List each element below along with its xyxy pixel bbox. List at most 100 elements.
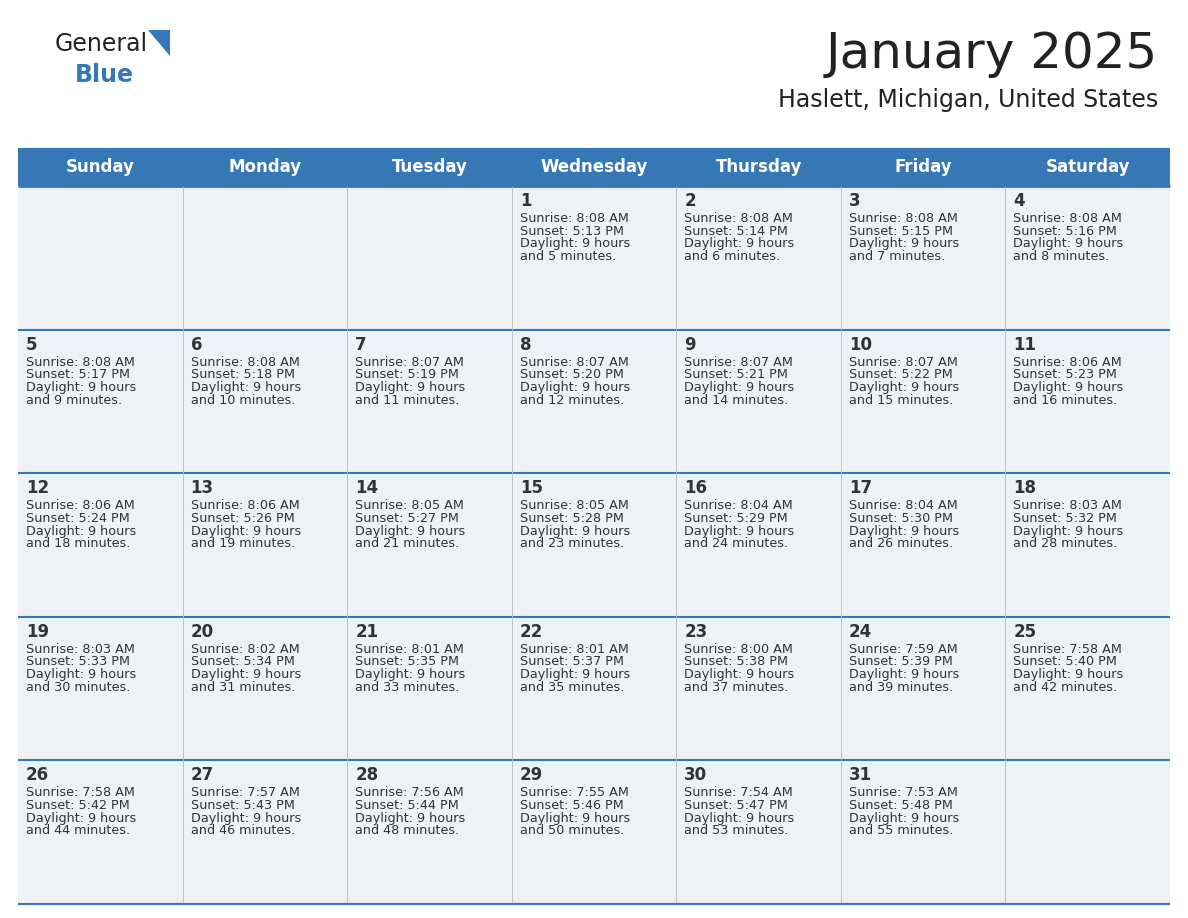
Text: Sunset: 5:46 PM: Sunset: 5:46 PM [519, 799, 624, 812]
Text: Sunset: 5:19 PM: Sunset: 5:19 PM [355, 368, 459, 381]
Text: 2: 2 [684, 192, 696, 210]
Text: Sunrise: 8:07 AM: Sunrise: 8:07 AM [519, 355, 628, 369]
Bar [676, 760, 841, 904]
Text: and 48 minutes.: and 48 minutes. [355, 824, 460, 837]
Bar [347, 760, 512, 904]
Text: 21: 21 [355, 622, 378, 641]
Text: 19: 19 [26, 622, 49, 641]
Text: Daylight: 9 hours: Daylight: 9 hours [849, 812, 959, 824]
Text: Daylight: 9 hours: Daylight: 9 hours [849, 668, 959, 681]
Text: Daylight: 9 hours: Daylight: 9 hours [190, 668, 301, 681]
Text: Sunset: 5:38 PM: Sunset: 5:38 PM [684, 655, 789, 668]
Polygon shape [148, 30, 170, 56]
Text: Sunset: 5:29 PM: Sunset: 5:29 PM [684, 512, 788, 525]
Text: Daylight: 9 hours: Daylight: 9 hours [190, 381, 301, 394]
Text: Sunrise: 8:05 AM: Sunrise: 8:05 AM [519, 499, 628, 512]
Text: Sunrise: 8:04 AM: Sunrise: 8:04 AM [684, 499, 794, 512]
Text: 22: 22 [519, 622, 543, 641]
Text: and 18 minutes.: and 18 minutes. [26, 537, 131, 550]
Bar [841, 186, 1005, 330]
Text: Daylight: 9 hours: Daylight: 9 hours [26, 381, 137, 394]
Bar [512, 760, 676, 904]
Text: Sunset: 5:17 PM: Sunset: 5:17 PM [26, 368, 129, 381]
Text: 28: 28 [355, 767, 378, 784]
Text: Sunrise: 8:08 AM: Sunrise: 8:08 AM [849, 212, 958, 225]
Text: and 26 minutes.: and 26 minutes. [849, 537, 953, 550]
Bar [676, 148, 841, 186]
Bar [347, 148, 512, 186]
Text: Daylight: 9 hours: Daylight: 9 hours [1013, 381, 1124, 394]
Text: Sunrise: 8:07 AM: Sunrise: 8:07 AM [849, 355, 958, 369]
Text: 26: 26 [26, 767, 49, 784]
Text: Sunset: 5:27 PM: Sunset: 5:27 PM [355, 512, 459, 525]
Bar [512, 186, 676, 330]
Text: Daylight: 9 hours: Daylight: 9 hours [26, 524, 137, 538]
Text: Sunrise: 7:55 AM: Sunrise: 7:55 AM [519, 787, 628, 800]
Text: Sunset: 5:21 PM: Sunset: 5:21 PM [684, 368, 788, 381]
Text: Sunday: Sunday [65, 158, 134, 176]
Text: 7: 7 [355, 336, 367, 353]
Text: and 5 minutes.: and 5 minutes. [519, 250, 615, 263]
Bar [676, 186, 841, 330]
Text: Daylight: 9 hours: Daylight: 9 hours [519, 238, 630, 251]
Text: Sunset: 5:39 PM: Sunset: 5:39 PM [849, 655, 953, 668]
Text: Sunset: 5:23 PM: Sunset: 5:23 PM [1013, 368, 1117, 381]
Text: and 9 minutes.: and 9 minutes. [26, 394, 122, 407]
Bar [347, 330, 512, 473]
Text: 5: 5 [26, 336, 38, 353]
Bar [18, 760, 183, 904]
Text: Daylight: 9 hours: Daylight: 9 hours [519, 524, 630, 538]
Bar [841, 760, 1005, 904]
Text: and 14 minutes.: and 14 minutes. [684, 394, 789, 407]
Text: Daylight: 9 hours: Daylight: 9 hours [684, 668, 795, 681]
Text: Daylight: 9 hours: Daylight: 9 hours [684, 381, 795, 394]
Text: Sunset: 5:40 PM: Sunset: 5:40 PM [1013, 655, 1117, 668]
Text: Sunrise: 8:06 AM: Sunrise: 8:06 AM [190, 499, 299, 512]
Text: Sunset: 5:43 PM: Sunset: 5:43 PM [190, 799, 295, 812]
Text: Saturday: Saturday [1045, 158, 1130, 176]
Text: Daylight: 9 hours: Daylight: 9 hours [684, 238, 795, 251]
Text: and 12 minutes.: and 12 minutes. [519, 394, 624, 407]
Text: and 7 minutes.: and 7 minutes. [849, 250, 946, 263]
Text: and 53 minutes.: and 53 minutes. [684, 824, 789, 837]
Text: Sunrise: 8:00 AM: Sunrise: 8:00 AM [684, 643, 794, 655]
Text: Sunset: 5:47 PM: Sunset: 5:47 PM [684, 799, 788, 812]
Text: and 46 minutes.: and 46 minutes. [190, 824, 295, 837]
Text: and 19 minutes.: and 19 minutes. [190, 537, 295, 550]
Text: Sunrise: 8:06 AM: Sunrise: 8:06 AM [26, 499, 134, 512]
Text: Sunrise: 7:56 AM: Sunrise: 7:56 AM [355, 787, 463, 800]
Text: Daylight: 9 hours: Daylight: 9 hours [1013, 238, 1124, 251]
Text: 1: 1 [519, 192, 531, 210]
Text: and 39 minutes.: and 39 minutes. [849, 681, 953, 694]
Text: 20: 20 [190, 622, 214, 641]
Text: Sunset: 5:32 PM: Sunset: 5:32 PM [1013, 512, 1117, 525]
Text: Sunrise: 7:53 AM: Sunrise: 7:53 AM [849, 787, 958, 800]
Text: Sunrise: 7:57 AM: Sunrise: 7:57 AM [190, 787, 299, 800]
Text: 17: 17 [849, 479, 872, 498]
Text: and 50 minutes.: and 50 minutes. [519, 824, 624, 837]
Text: Sunset: 5:42 PM: Sunset: 5:42 PM [26, 799, 129, 812]
Text: Sunrise: 8:04 AM: Sunrise: 8:04 AM [849, 499, 958, 512]
Text: Sunrise: 7:58 AM: Sunrise: 7:58 AM [26, 787, 135, 800]
Text: and 11 minutes.: and 11 minutes. [355, 394, 460, 407]
Text: Tuesday: Tuesday [392, 158, 467, 176]
Bar [1005, 617, 1170, 760]
Text: and 44 minutes.: and 44 minutes. [26, 824, 131, 837]
Text: Sunset: 5:48 PM: Sunset: 5:48 PM [849, 799, 953, 812]
Text: Sunrise: 8:08 AM: Sunrise: 8:08 AM [26, 355, 135, 369]
Text: Sunrise: 8:08 AM: Sunrise: 8:08 AM [684, 212, 794, 225]
Text: and 55 minutes.: and 55 minutes. [849, 824, 953, 837]
Text: Daylight: 9 hours: Daylight: 9 hours [1013, 524, 1124, 538]
Bar [841, 617, 1005, 760]
Text: Daylight: 9 hours: Daylight: 9 hours [355, 381, 466, 394]
Text: Sunset: 5:15 PM: Sunset: 5:15 PM [849, 225, 953, 238]
Bar [512, 148, 676, 186]
Text: 27: 27 [190, 767, 214, 784]
Text: and 31 minutes.: and 31 minutes. [190, 681, 295, 694]
Text: Daylight: 9 hours: Daylight: 9 hours [684, 524, 795, 538]
Bar [1005, 148, 1170, 186]
Text: Daylight: 9 hours: Daylight: 9 hours [519, 812, 630, 824]
Text: Sunrise: 8:07 AM: Sunrise: 8:07 AM [355, 355, 465, 369]
Text: Sunrise: 8:08 AM: Sunrise: 8:08 AM [1013, 212, 1123, 225]
Text: 4: 4 [1013, 192, 1025, 210]
